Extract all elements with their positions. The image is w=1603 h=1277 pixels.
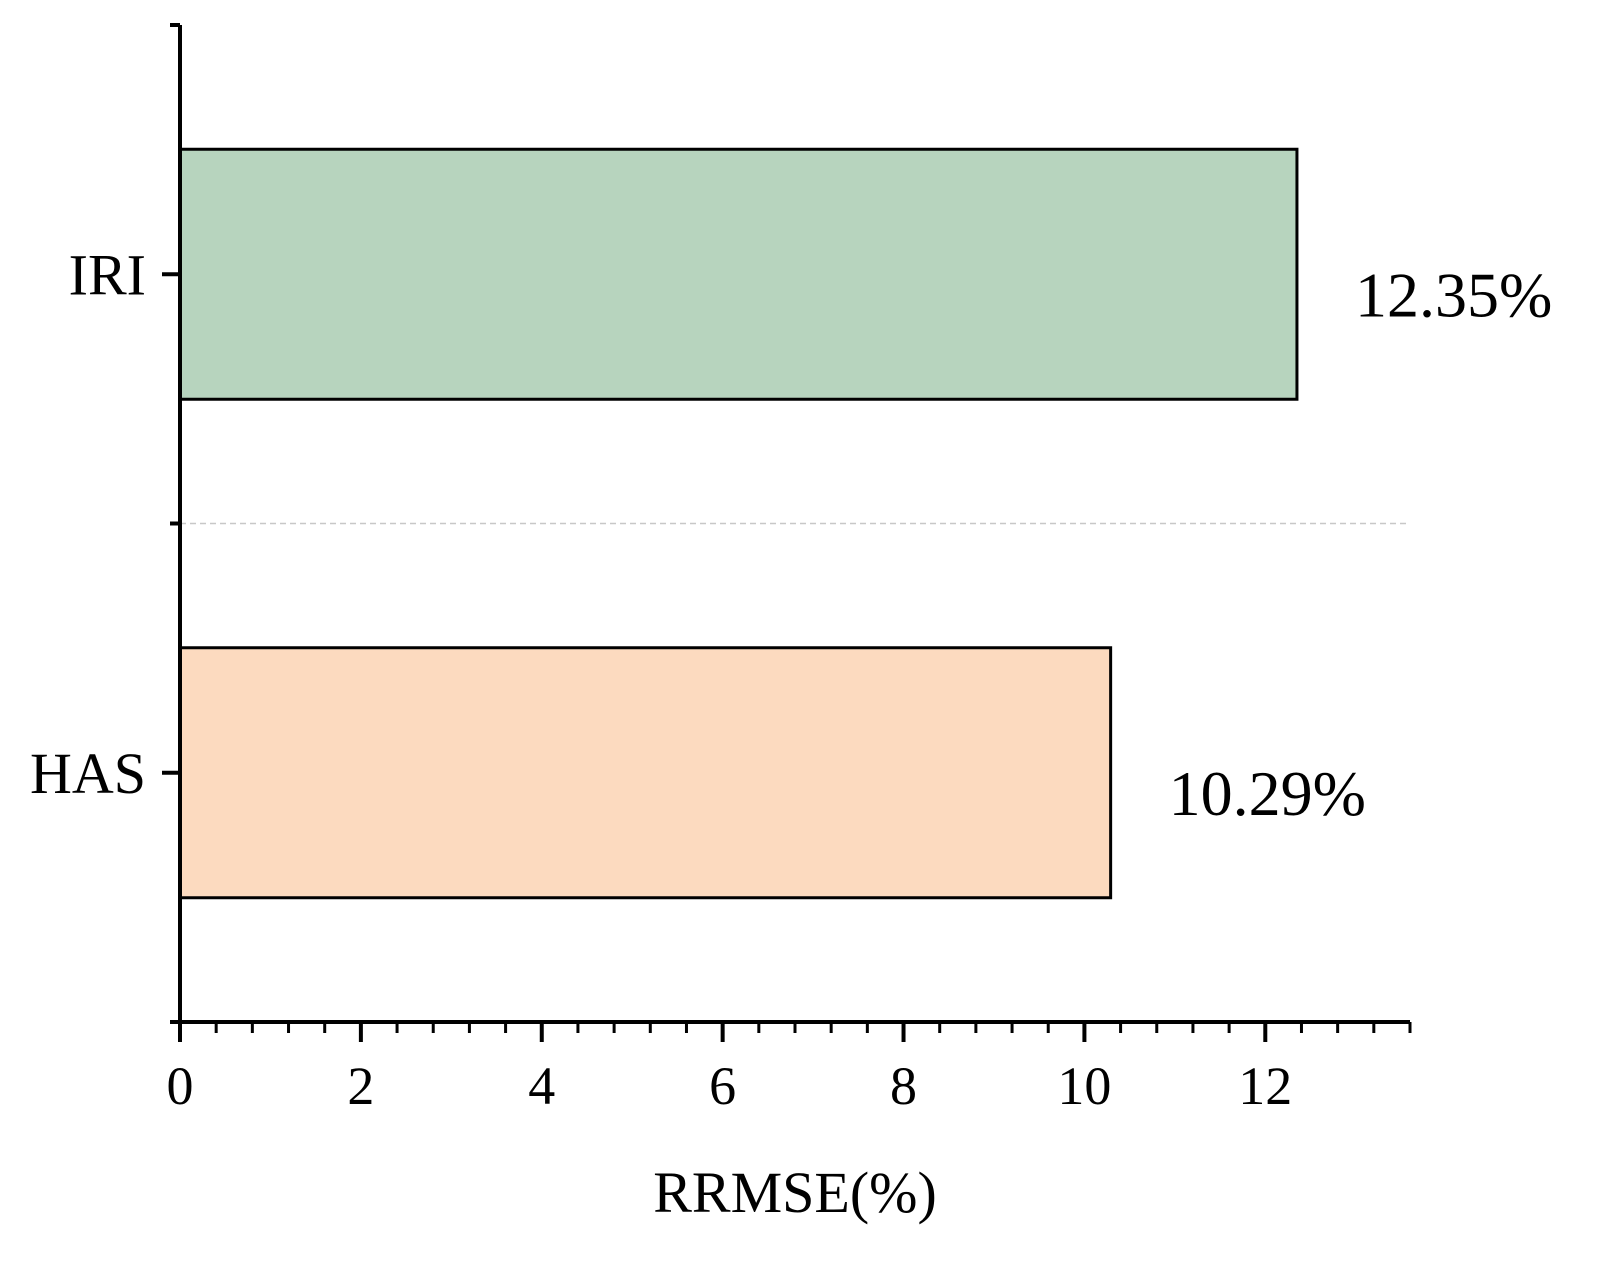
y-tick-label-iri: IRI: [69, 242, 146, 307]
x-tick-label: 0: [167, 1056, 194, 1116]
y-tick-label-has: HAS: [30, 741, 146, 806]
bar-iri: [178, 147, 1299, 401]
x-tick-label: 4: [528, 1056, 555, 1116]
labels-layer: IRI 12.35% HAS 10.29% 0 2 4 6 8 10 12: [30, 242, 1552, 1116]
axes-layer: [162, 23, 1412, 1042]
data-label-iri: 12.35%: [1355, 259, 1552, 330]
x-tick-label: 6: [709, 1056, 736, 1116]
x-axis-title: RRMSE(%): [653, 1160, 937, 1225]
x-tick-label: 8: [890, 1056, 917, 1116]
x-tick-label: 2: [347, 1056, 374, 1116]
data-label-has: 10.29%: [1169, 758, 1366, 829]
x-tick-label: 12: [1238, 1056, 1292, 1116]
x-tick-label: 10: [1057, 1056, 1111, 1116]
bar-has: [178, 646, 1113, 900]
bars-layer: [178, 147, 1299, 900]
